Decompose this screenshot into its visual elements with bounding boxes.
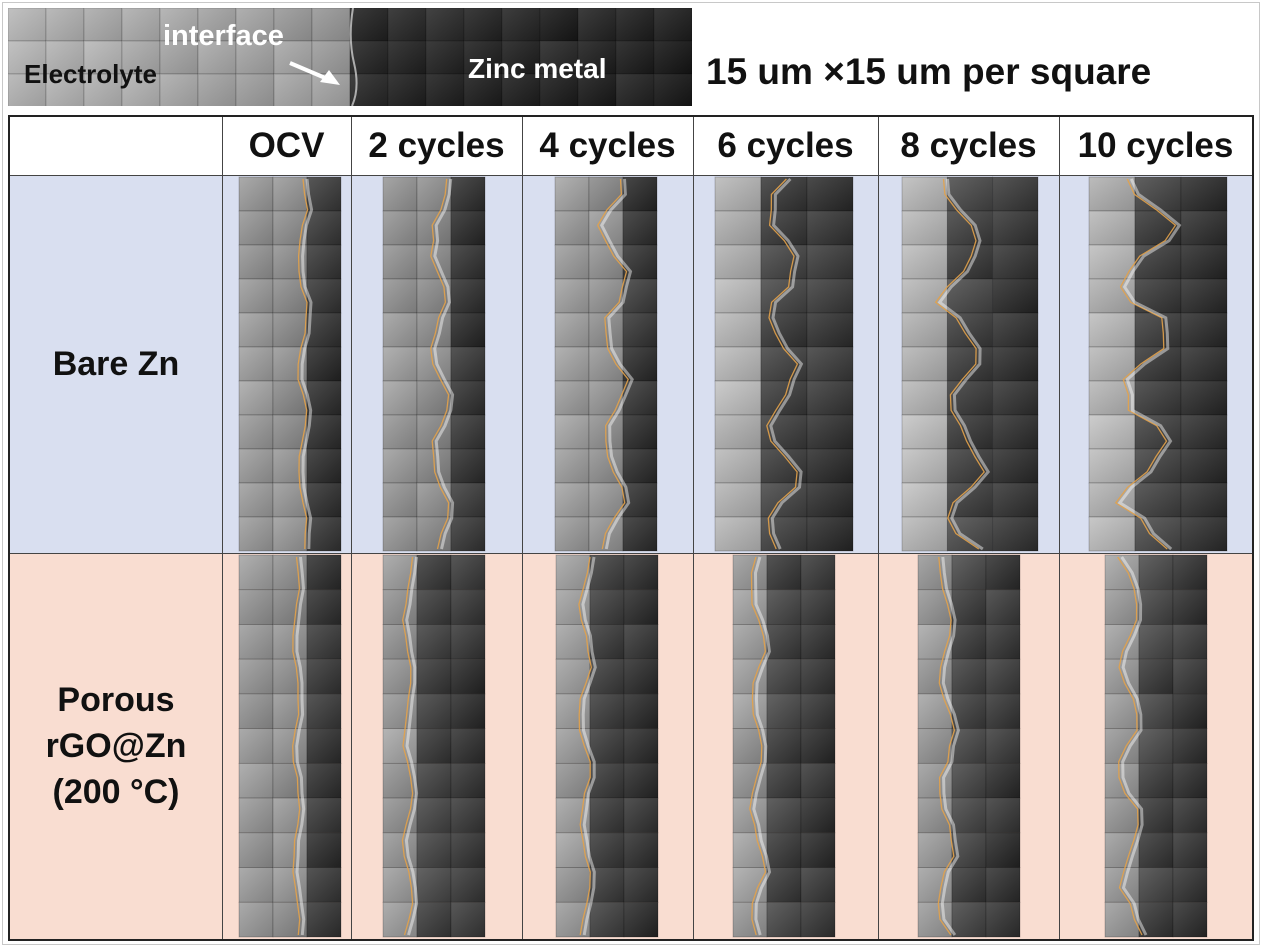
interface-trace bbox=[596, 178, 629, 550]
interface-highlight bbox=[937, 178, 991, 551]
interface-highlight bbox=[769, 177, 804, 550]
interface-highlight bbox=[433, 178, 455, 550]
header-corner bbox=[10, 117, 222, 175]
interface-trace bbox=[1117, 556, 1143, 936]
micrograph-cell bbox=[878, 553, 1059, 939]
micrograph-image bbox=[382, 176, 486, 552]
row-label-porous-rgo-zn: Porous rGO@Zn (200 °C) bbox=[10, 553, 222, 939]
col-header-2-cycles: 2 cycles bbox=[351, 117, 522, 175]
micrograph-image bbox=[554, 176, 658, 552]
interface-highlight bbox=[581, 556, 597, 936]
electrolyte-label: Electrolyte bbox=[24, 59, 157, 89]
interface-trace bbox=[1114, 178, 1177, 550]
interface-trace bbox=[934, 178, 986, 550]
micrograph-cell bbox=[1059, 553, 1252, 939]
legend-tile-image bbox=[8, 8, 692, 106]
micrograph-cell bbox=[1059, 175, 1252, 553]
row-label-line: (200 °C) bbox=[52, 773, 180, 811]
micrograph-image bbox=[238, 554, 342, 938]
interface-highlight bbox=[752, 556, 772, 936]
micrograph-image bbox=[382, 554, 486, 938]
interface-trace bbox=[578, 556, 592, 936]
micrograph-cell bbox=[222, 553, 351, 939]
micrograph-cell bbox=[222, 175, 351, 553]
interface-highlight bbox=[295, 556, 306, 936]
col-header-4-cycles: 4 cycles bbox=[522, 117, 693, 175]
micrograph-cell bbox=[878, 175, 1059, 553]
row-label-line: Porous bbox=[57, 681, 175, 719]
row-label-bare-zn: Bare Zn bbox=[10, 175, 222, 553]
micrograph-image bbox=[555, 554, 659, 938]
interface-highlight bbox=[404, 556, 419, 936]
micrograph-cell bbox=[693, 553, 878, 939]
comparison-table: OCV 2 cycles 4 cycles 6 cycles 8 cycles … bbox=[8, 115, 1254, 941]
col-header-10-cycles: 10 cycles bbox=[1059, 117, 1252, 175]
zinc-metal-label: Zinc metal bbox=[468, 53, 607, 84]
micrograph-cell bbox=[522, 553, 693, 939]
micrograph-image bbox=[714, 176, 854, 552]
interface-trace bbox=[937, 556, 956, 936]
micrograph-image bbox=[238, 176, 342, 552]
interface-highlight bbox=[599, 178, 634, 550]
micrograph-image bbox=[901, 176, 1039, 552]
micrograph-cell bbox=[693, 175, 878, 553]
micrograph-cell bbox=[351, 175, 522, 553]
interface-trace bbox=[292, 556, 301, 936]
row-label-line: rGO@Zn bbox=[45, 727, 187, 765]
micrograph-cell bbox=[522, 175, 693, 553]
scale-note: 15 um ×15 um per square bbox=[706, 51, 1152, 92]
interface-label: interface bbox=[163, 20, 284, 52]
micrograph-image bbox=[732, 554, 836, 938]
interface-trace bbox=[401, 556, 414, 936]
interface-highlight bbox=[1120, 556, 1148, 936]
interface-trace bbox=[430, 178, 450, 550]
micrograph-image bbox=[917, 554, 1021, 938]
row-label-line: Bare Zn bbox=[52, 345, 180, 383]
col-header-8-cycles: 8 cycles bbox=[878, 117, 1059, 175]
micrograph-image bbox=[1088, 176, 1228, 552]
legend-micrograph: Electrolyte interface Zinc metal bbox=[8, 8, 692, 106]
interface-highlight bbox=[940, 556, 960, 936]
interface-highlight bbox=[1117, 178, 1182, 551]
interface-trace bbox=[766, 178, 799, 550]
interface-trace bbox=[297, 178, 309, 550]
col-header-6-cycles: 6 cycles bbox=[693, 117, 878, 175]
micrograph-cell bbox=[351, 553, 522, 939]
interface-highlight bbox=[300, 178, 314, 550]
interface-trace bbox=[749, 556, 767, 936]
col-header-ocv: OCV bbox=[222, 117, 351, 175]
micrograph-image bbox=[1104, 554, 1208, 938]
